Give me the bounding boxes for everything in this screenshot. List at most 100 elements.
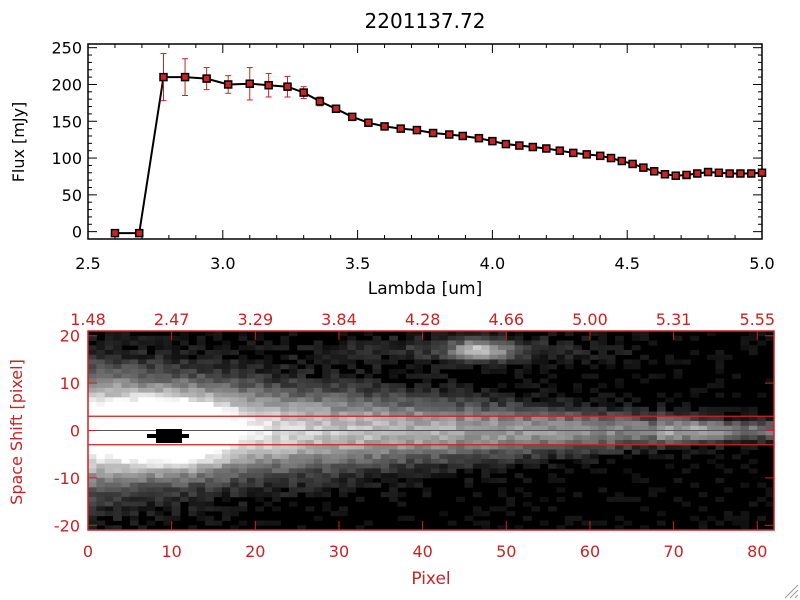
image-cell xyxy=(221,463,231,469)
image-cell xyxy=(497,421,507,427)
image-cell xyxy=(338,458,348,465)
image-cell xyxy=(464,482,474,488)
image-cell xyxy=(347,349,357,356)
image-cell xyxy=(573,492,582,498)
image-cell xyxy=(573,383,582,389)
image-cell xyxy=(347,421,357,427)
image-cell xyxy=(305,397,315,403)
image-cell xyxy=(88,425,97,431)
image-cell xyxy=(221,349,231,356)
image-cell xyxy=(506,349,516,356)
image-cell xyxy=(96,449,106,455)
image-cell xyxy=(598,520,608,526)
image-cell xyxy=(338,359,348,365)
image-cell xyxy=(640,416,649,422)
image-cell xyxy=(88,406,97,412)
image-cell xyxy=(104,506,114,512)
spectrum-plot-frame xyxy=(87,43,763,240)
image-cell xyxy=(297,397,306,403)
image-cell xyxy=(305,364,315,370)
image-cell xyxy=(255,496,265,502)
image-cell xyxy=(188,458,198,465)
image-cell xyxy=(615,335,624,341)
image-cell xyxy=(698,411,708,417)
image-cell xyxy=(188,430,198,436)
image-cell xyxy=(539,340,549,346)
image-cell xyxy=(255,378,265,384)
image-cell xyxy=(96,435,106,441)
image-cell xyxy=(113,477,122,484)
image-cell xyxy=(389,383,398,389)
image-cell xyxy=(380,444,390,450)
image-cell xyxy=(138,354,147,360)
image-cell xyxy=(322,345,332,351)
image-cell xyxy=(431,364,440,370)
image-cell xyxy=(238,411,248,417)
image-cell xyxy=(615,435,624,441)
image-cell xyxy=(221,392,231,398)
image-cell xyxy=(213,397,223,403)
image-cell xyxy=(171,335,181,341)
spectrum-point xyxy=(347,112,357,122)
image-cell xyxy=(154,449,164,455)
image-cell xyxy=(288,411,298,417)
image-cell xyxy=(707,331,716,337)
image-cell xyxy=(531,359,541,365)
image-cell xyxy=(255,373,265,379)
image-cell xyxy=(464,454,474,460)
image-cell xyxy=(272,421,281,427)
image-cell xyxy=(213,345,223,351)
image-cell xyxy=(238,354,248,360)
image-cell xyxy=(138,468,147,474)
image-cell xyxy=(539,430,549,436)
image-cell xyxy=(573,349,582,356)
image-cell xyxy=(347,402,357,408)
spectrum-point xyxy=(412,125,422,135)
image-cell xyxy=(397,411,407,417)
image-cell xyxy=(648,416,658,422)
image-cell xyxy=(439,387,449,393)
image-cell xyxy=(96,345,106,351)
spectrum-x-axis-label: Lambda [um] xyxy=(368,279,482,299)
image-cell xyxy=(113,492,122,498)
spectrum-point xyxy=(396,124,405,133)
image-cell xyxy=(347,449,357,455)
image-cell xyxy=(347,430,357,436)
image-cell xyxy=(305,421,315,427)
image-cell xyxy=(506,402,516,408)
image-cell xyxy=(280,340,290,346)
image-cell xyxy=(489,406,499,412)
image-cell xyxy=(188,444,198,450)
image-cell xyxy=(472,354,482,360)
spectrum-point xyxy=(746,169,756,178)
image-cell xyxy=(456,454,465,460)
image-cell xyxy=(506,444,516,450)
image-cell xyxy=(447,416,457,422)
image-cell xyxy=(748,349,758,356)
image-cell xyxy=(715,477,725,484)
image-cell xyxy=(154,340,164,346)
image-cell xyxy=(322,359,332,365)
image-cell xyxy=(615,349,624,356)
image-cell xyxy=(138,368,147,375)
image-cell xyxy=(589,331,599,337)
image-cell xyxy=(681,501,691,507)
image-cell xyxy=(113,511,122,517)
image-cell xyxy=(439,449,449,455)
image-cell xyxy=(146,482,156,488)
image-cell xyxy=(129,402,139,408)
image-cell xyxy=(305,506,315,512)
image-cell xyxy=(154,421,164,427)
image-cell xyxy=(481,468,490,474)
image-cell xyxy=(255,349,265,356)
image-cell xyxy=(180,397,189,403)
image-cell xyxy=(447,520,457,526)
image-cell xyxy=(372,345,382,351)
image-cell xyxy=(129,335,139,341)
image-cell xyxy=(121,463,131,469)
image-cell xyxy=(154,349,164,356)
image-cell xyxy=(765,378,775,384)
image-cell xyxy=(246,340,256,346)
image-cell xyxy=(598,487,608,493)
spectrum-markers xyxy=(110,72,767,238)
